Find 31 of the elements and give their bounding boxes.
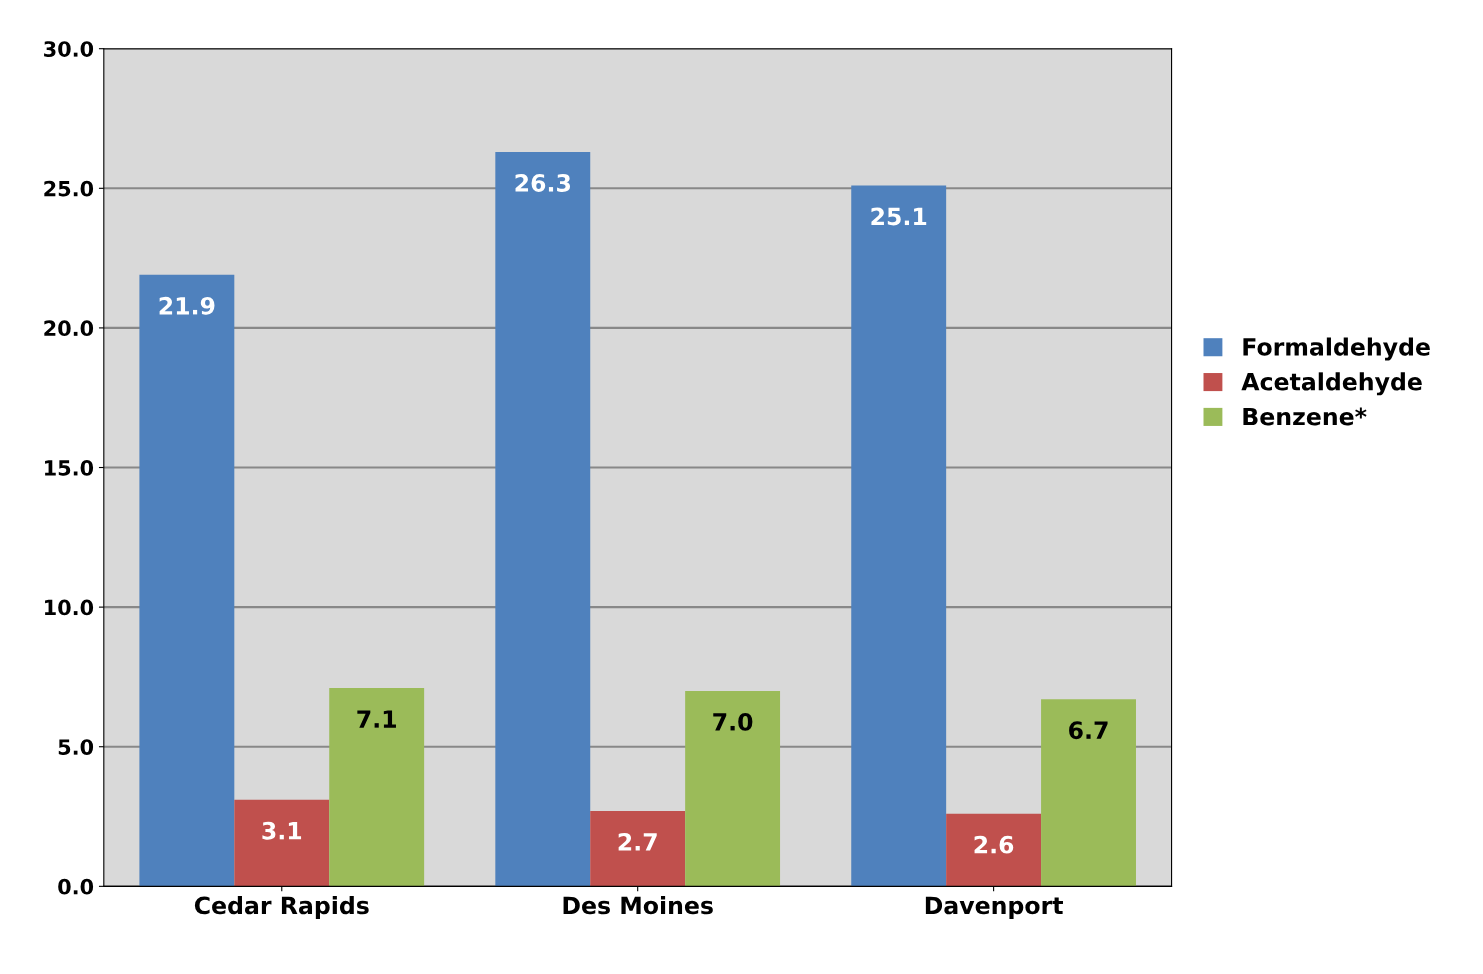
y-tick-label: 30.0 <box>44 41 94 57</box>
bar <box>685 690 781 887</box>
bar <box>234 799 330 887</box>
bar <box>495 152 591 887</box>
data-label: 7.1 <box>357 710 396 728</box>
legend-label: Acetaldehyde <box>1241 372 1422 396</box>
data-label: 2.7 <box>618 832 657 851</box>
x-tick-label: Des Moines <box>563 896 713 915</box>
bar <box>590 810 686 887</box>
y-tick-label: 15.0 <box>45 459 94 476</box>
y-tick-label: 0.0 <box>58 878 94 895</box>
x-tick-label: Davenport <box>925 896 1063 919</box>
y-tick-label: 5.0 <box>58 739 94 755</box>
bar <box>329 688 425 887</box>
bar <box>851 185 947 887</box>
data-label: 25.1 <box>871 207 927 226</box>
data-label: 26.3 <box>515 174 571 192</box>
y-tick-label: 20.0 <box>44 320 94 337</box>
legend-label: Benzene* <box>1243 407 1367 426</box>
data-label: 3.1 <box>262 821 302 840</box>
bar <box>946 813 1042 887</box>
data-label: 21.9 <box>159 296 215 315</box>
data-label: 7.0 <box>713 712 753 731</box>
data-label: 2.6 <box>974 835 1014 854</box>
bar <box>139 274 235 887</box>
legend-label: Formaldehyde <box>1243 337 1430 361</box>
y-tick-label: 10.0 <box>45 599 94 616</box>
data-label: 6.7 <box>1069 721 1108 740</box>
x-tick-label: Cedar Rapids <box>194 896 369 919</box>
bar <box>1041 699 1136 887</box>
y-tick-label: 25.0 <box>44 180 94 197</box>
